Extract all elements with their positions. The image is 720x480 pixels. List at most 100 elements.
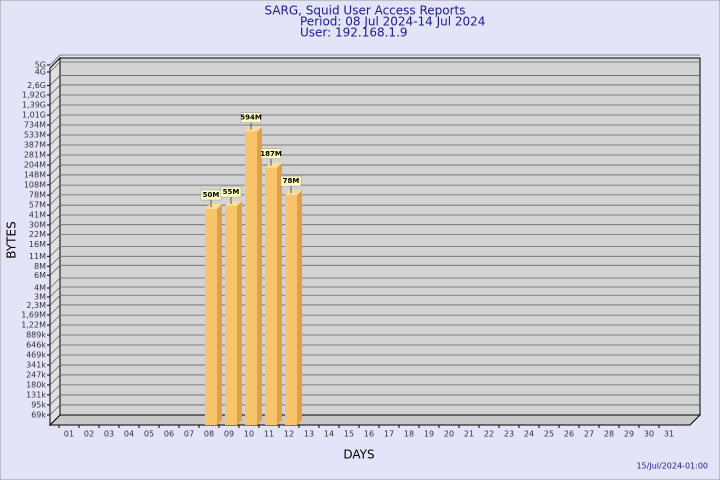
value-label: 50M [203, 191, 220, 199]
x-tick-label: 20 [444, 430, 454, 439]
y-tick-label: 5G [35, 61, 46, 70]
bar-top [225, 201, 242, 207]
x-tick-label: 13 [304, 430, 314, 439]
bar [285, 190, 302, 425]
y-tick-label: 30M [29, 220, 46, 229]
label-box [240, 112, 262, 123]
x-tick-label: 08 [204, 430, 214, 439]
bar-side [257, 126, 262, 425]
y-tick-label: 1,92G [22, 90, 46, 99]
x-tick-label: 11 [264, 430, 274, 439]
grid-line [49, 94, 700, 106]
bar [265, 162, 282, 426]
y-tick-label: 69k [31, 410, 46, 419]
grid-line [49, 54, 700, 66]
y-tick-label: 533M [24, 131, 46, 140]
grid-line [49, 114, 700, 126]
label-box [260, 148, 282, 160]
y-tick-label: 22M [29, 230, 46, 239]
grid-line [49, 84, 700, 96]
x-tick-label: 01 [64, 430, 74, 439]
bar-front [285, 195, 297, 425]
grid-line [49, 245, 700, 257]
grid-line [49, 134, 700, 146]
y-tick-label: 734M [24, 120, 46, 129]
chart-title: SARG, Squid User Access Reports [264, 4, 465, 18]
x-tick-label: 26 [564, 430, 574, 439]
grid-line [49, 184, 700, 196]
bar-side [237, 201, 242, 425]
y-tick-label: 108M [24, 180, 46, 189]
grid-line [49, 334, 700, 346]
grid-line [49, 286, 700, 298]
grid-line [49, 144, 700, 156]
bar-front [265, 167, 277, 426]
y-tick-label: 180k [26, 380, 46, 389]
y-tick-label: 148M [24, 171, 46, 180]
y-tick-label: 204M [24, 161, 46, 170]
bar [225, 201, 242, 425]
floor [48, 414, 702, 426]
y-tick-label: 889k [26, 331, 46, 340]
x-tick-label: 24 [524, 430, 534, 439]
x-tick-label: 07 [184, 430, 194, 439]
x-tick-label: 12 [284, 430, 294, 439]
y-tick-label: 2,3M [26, 301, 46, 310]
value-label: 594M [240, 114, 262, 122]
x-tick-label: 06 [164, 430, 174, 439]
y-tick-label: 1,39G [22, 101, 46, 110]
bar-front [205, 209, 217, 425]
subtitle: User: 192.168.1.9 [300, 26, 408, 40]
label-box [280, 175, 302, 187]
x-tick-label: 23 [504, 430, 514, 439]
grid-line [49, 164, 700, 176]
x-tick-label: 31 [664, 430, 674, 439]
side-wall [49, 56, 61, 427]
bar-side [297, 190, 302, 425]
grid-line [49, 344, 700, 356]
back-wall [59, 57, 701, 416]
grid-line [49, 384, 700, 396]
y-tick-label: 1,69M [21, 310, 46, 319]
x-tick-label: 09 [224, 430, 234, 439]
footer: 15/Jul/2024-01:00 [636, 462, 708, 471]
grid-line [49, 154, 700, 166]
bar-side [217, 204, 222, 425]
y-tick-label: 247k [26, 371, 46, 380]
y-tick-label: 16M [29, 240, 46, 249]
x-tick-label: 27 [584, 430, 594, 439]
grid-line [49, 214, 700, 226]
grid-line [49, 234, 700, 245]
y-tick-label: 387M [24, 141, 46, 150]
y-tick-label: 6M [34, 271, 46, 280]
grid-line [49, 314, 700, 326]
x-tick-label: 03 [104, 430, 114, 439]
y-tick-label: 4M [34, 283, 46, 292]
grid-line [49, 304, 700, 316]
y-tick-label: 41M [29, 211, 46, 220]
x-tick-label: 02 [84, 430, 94, 439]
x-tick-label: 30 [644, 430, 654, 439]
y-axis-label: BYTES [5, 221, 19, 258]
x-tick-label: 22 [484, 430, 494, 439]
grid-line [49, 104, 700, 116]
grid-line [49, 61, 700, 73]
grid-line [49, 394, 700, 406]
y-tick-label: 469k [26, 351, 46, 360]
y-tick-label: 95k [31, 400, 46, 409]
x-tick-label: 10 [244, 430, 254, 439]
bar-front [225, 206, 237, 425]
label-box [220, 186, 242, 198]
grid-line [49, 294, 700, 306]
grid-line [49, 255, 700, 267]
value-label: 187M [260, 150, 282, 158]
grid-line [49, 277, 700, 289]
y-tick-label: 2,6G [27, 81, 46, 90]
x-tick-label: 29 [624, 430, 634, 439]
grid-line [49, 374, 700, 386]
y-tick-label: 646k [26, 340, 46, 349]
grid-line [49, 224, 700, 235]
x-tick-label: 05 [144, 430, 154, 439]
grid-line [49, 324, 700, 336]
value-label: 55M [223, 188, 240, 196]
